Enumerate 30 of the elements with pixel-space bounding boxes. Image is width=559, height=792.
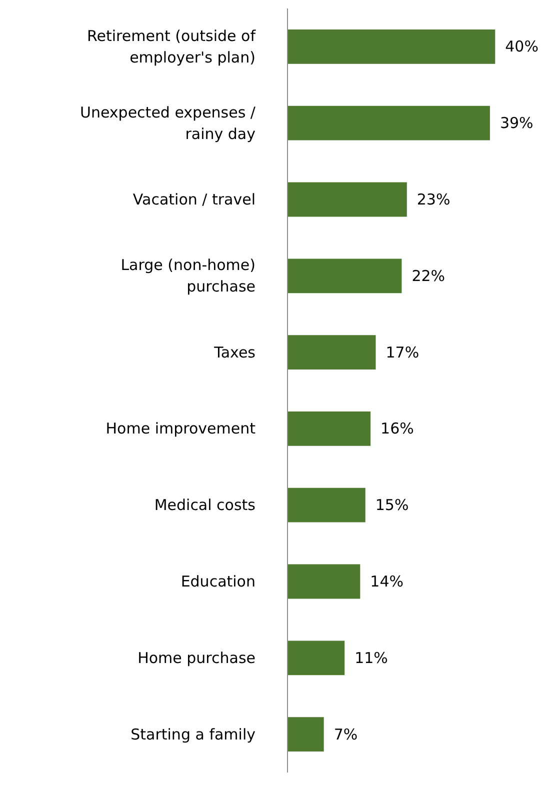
y-tick-label: Medical costs bbox=[154, 496, 256, 514]
data-label: 15% bbox=[375, 496, 409, 514]
bar bbox=[288, 182, 407, 217]
data-label: 17% bbox=[386, 343, 420, 362]
y-tick-label: Home improvement bbox=[106, 420, 256, 438]
y-tick-label: Taxes bbox=[213, 343, 256, 362]
y-tick-label: Unexpected expenses / rainy day bbox=[80, 103, 256, 143]
bar bbox=[288, 258, 402, 294]
bar bbox=[288, 564, 360, 599]
y-tick-label: Large (non-home) purchase bbox=[120, 256, 256, 296]
bar bbox=[288, 640, 345, 676]
bar bbox=[288, 106, 490, 140]
y-tick-label: Education bbox=[180, 572, 256, 590]
data-label: 23% bbox=[416, 190, 450, 208]
bar bbox=[288, 488, 366, 522]
data-label: 7% bbox=[334, 725, 358, 744]
y-tick-label: Vacation / travel bbox=[132, 190, 256, 208]
bar bbox=[288, 335, 376, 370]
data-label: 22% bbox=[412, 266, 446, 285]
data-label: 40% bbox=[505, 38, 538, 56]
y-tick-label: Starting a family bbox=[130, 725, 256, 744]
y-tick-label: Retirement (outside of employer's plan) bbox=[87, 26, 256, 66]
data-label: 11% bbox=[354, 648, 388, 667]
data-label: 39% bbox=[500, 114, 534, 132]
y-tick-label: Home purchase bbox=[138, 648, 256, 667]
data-label: 16% bbox=[380, 420, 414, 438]
bar bbox=[288, 412, 371, 446]
bar bbox=[288, 30, 496, 64]
data-label: 14% bbox=[370, 572, 404, 590]
bar bbox=[288, 717, 324, 752]
